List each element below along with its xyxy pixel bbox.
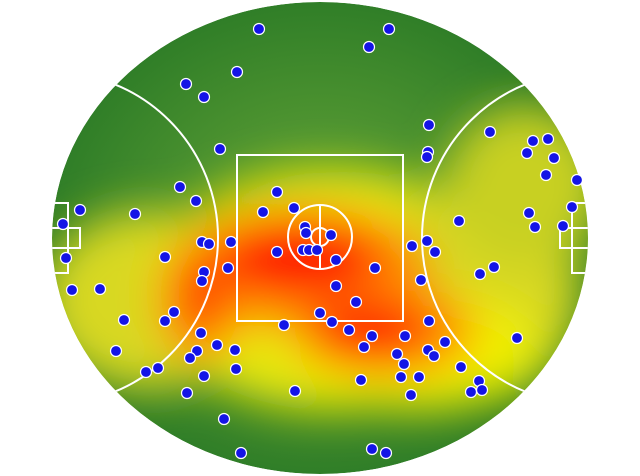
point xyxy=(522,206,536,220)
point xyxy=(526,134,540,148)
point xyxy=(541,132,555,146)
point xyxy=(487,260,501,274)
point xyxy=(390,347,404,361)
point xyxy=(405,239,419,253)
point xyxy=(547,151,561,165)
point xyxy=(234,446,248,460)
points xyxy=(56,22,584,460)
point xyxy=(473,267,487,281)
point xyxy=(528,220,542,234)
point xyxy=(379,446,393,460)
point xyxy=(362,40,376,54)
point xyxy=(325,315,339,329)
point xyxy=(310,243,324,257)
point xyxy=(229,362,243,376)
point xyxy=(329,279,343,293)
point xyxy=(195,274,209,288)
point xyxy=(288,384,302,398)
point xyxy=(173,180,187,194)
point xyxy=(139,365,153,379)
point xyxy=(398,329,412,343)
point xyxy=(438,335,452,349)
point xyxy=(179,77,193,91)
point xyxy=(349,295,363,309)
point xyxy=(270,185,284,199)
point xyxy=(539,168,553,182)
point xyxy=(59,251,73,265)
point xyxy=(420,234,434,248)
point xyxy=(454,360,468,374)
point xyxy=(194,326,208,340)
point xyxy=(221,261,235,275)
point xyxy=(365,442,379,456)
point xyxy=(329,253,343,267)
point xyxy=(109,344,123,358)
point xyxy=(230,65,244,79)
point xyxy=(56,217,70,231)
point xyxy=(414,273,428,287)
point xyxy=(428,245,442,259)
point xyxy=(556,219,570,233)
point xyxy=(313,306,327,320)
point xyxy=(570,173,584,187)
point xyxy=(368,261,382,275)
point xyxy=(270,245,284,259)
point xyxy=(483,125,497,139)
point xyxy=(565,200,579,214)
point xyxy=(520,146,534,160)
point xyxy=(217,412,231,426)
point xyxy=(252,22,266,36)
point xyxy=(382,22,396,36)
point xyxy=(167,305,181,319)
point xyxy=(128,207,142,221)
point xyxy=(299,226,313,240)
point xyxy=(397,357,411,371)
point xyxy=(422,314,436,328)
point xyxy=(427,349,441,363)
point xyxy=(475,383,489,397)
point xyxy=(213,142,227,156)
point xyxy=(151,361,165,375)
point xyxy=(404,388,418,402)
point xyxy=(342,323,356,337)
point xyxy=(452,214,466,228)
point xyxy=(256,205,270,219)
point xyxy=(412,370,426,384)
point xyxy=(73,203,87,217)
point xyxy=(65,283,79,297)
point xyxy=(180,386,194,400)
point xyxy=(357,340,371,354)
point xyxy=(202,237,216,251)
point xyxy=(197,369,211,383)
point xyxy=(183,351,197,365)
point xyxy=(422,118,436,132)
point xyxy=(117,313,131,327)
point xyxy=(464,385,478,399)
point xyxy=(365,329,379,343)
point xyxy=(354,373,368,387)
point xyxy=(228,343,242,357)
point xyxy=(93,282,107,296)
point xyxy=(394,370,408,384)
point xyxy=(277,318,291,332)
point xyxy=(324,228,338,242)
point xyxy=(224,235,238,249)
point xyxy=(420,150,434,164)
point xyxy=(158,250,172,264)
point xyxy=(197,90,211,104)
point xyxy=(287,201,301,215)
point xyxy=(189,194,203,208)
point xyxy=(210,338,224,352)
point xyxy=(510,331,524,345)
point xyxy=(158,314,172,328)
